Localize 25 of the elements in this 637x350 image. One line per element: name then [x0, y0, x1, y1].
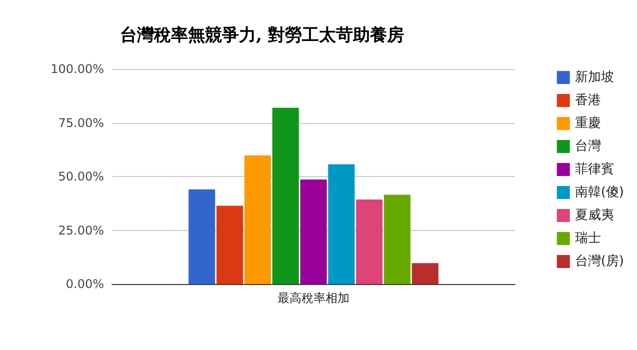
legend-label: 南韓(傻): [574, 185, 624, 200]
bar: [216, 206, 244, 284]
legend-label: 重慶: [574, 116, 601, 131]
y-tick-label: 75.00%: [58, 116, 104, 130]
legend-label: 夏威夷: [574, 208, 614, 223]
bar: [328, 164, 355, 284]
bar: [244, 155, 271, 284]
bar: [272, 108, 299, 284]
y-tick-label: 0.00%: [66, 277, 104, 291]
legend-label: 菲律賓: [574, 161, 614, 177]
bar: [188, 189, 216, 284]
legend-label: 台灣(房): [574, 253, 624, 269]
bar: [300, 180, 327, 284]
y-tick-label: 50.00%: [58, 170, 104, 184]
bar: [356, 200, 383, 284]
chart-title: 台灣稅率無競爭力, 對勞工太苛助養房: [120, 26, 404, 46]
y-tick-label: 100.00%: [50, 62, 104, 76]
legend-label: 台灣: [574, 139, 601, 154]
legend-label: 瑞士: [574, 231, 601, 246]
bar: [412, 263, 438, 284]
bar: [384, 194, 411, 284]
legend-label: 新加坡: [574, 70, 614, 85]
y-tick-label: 25.00%: [58, 223, 104, 238]
x-tick-label: 最高稅率相加: [278, 291, 350, 305]
legend-label: 香港: [574, 93, 601, 108]
